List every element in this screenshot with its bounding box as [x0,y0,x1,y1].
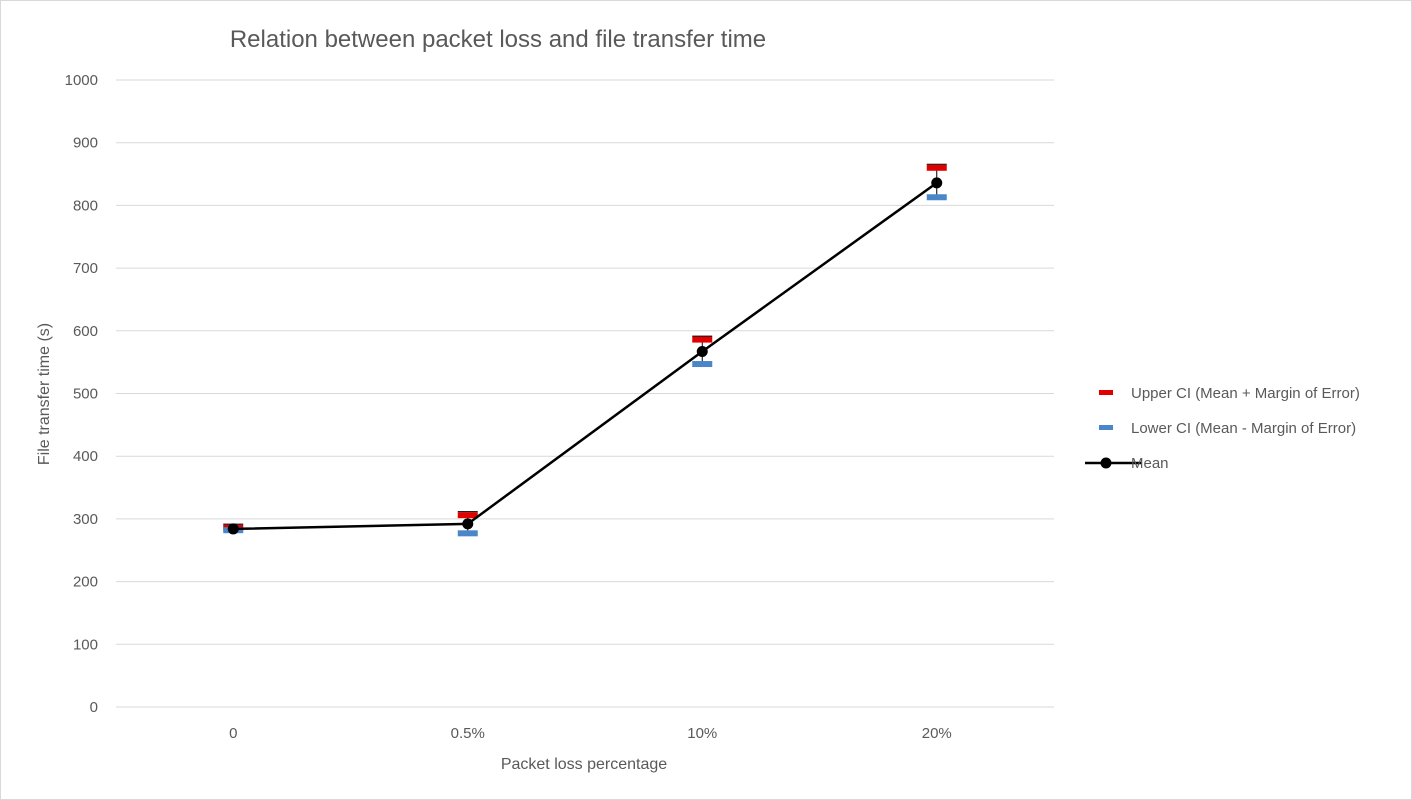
mean-point [462,518,474,530]
y-tick-label: 300 [73,511,98,528]
y-tick-label: 800 [73,197,98,214]
y-tick-label: 600 [73,323,98,340]
upper-ci-marker [926,164,947,171]
upper-ci-marker [457,512,478,519]
legend-swatch-upper [1099,390,1113,395]
y-tick-label: 500 [73,386,98,403]
legend-swatch-mean-point [1100,457,1112,469]
legend-swatch-lower [1099,425,1113,430]
y-tick-label: 100 [73,636,98,653]
lower-ci-marker [692,361,713,368]
mean-point [696,345,708,357]
y-tick-label: 0 [90,699,98,716]
y-tick-label: 700 [73,260,98,277]
y-tick-label: 400 [73,448,98,465]
gridlines [116,79,1054,708]
legend: Upper CI (Mean + Margin of Error) Lower C… [1085,385,1360,472]
legend-label: Lower CI (Mean - Margin of Error) [1131,420,1356,437]
mean-line [233,181,938,531]
x-axis-title: Packet loss percentage [501,756,667,773]
y-tick-label: 200 [73,574,98,591]
y-axis-title: File transfer time (s) [36,323,53,465]
legend-label: Mean [1131,455,1169,472]
upper-ci-marker [692,336,713,343]
lower-ci-marker [926,194,947,201]
x-tick-labels: 0 0.5% 10% 20% [229,725,952,742]
legend-label: Upper CI (Mean + Margin of Error) [1131,385,1360,402]
mean-point [931,177,943,189]
x-tick-label: 0 [229,725,237,742]
x-tick-label: 10% [687,725,717,742]
y-tick-labels: 0 100 200 300 400 500 600 700 800 900 1000 [65,72,98,716]
mean-point [227,523,239,535]
lower-ci-marker [457,530,478,537]
y-tick-label: 900 [73,135,98,152]
series-layer [223,163,947,537]
x-tick-label: 0.5% [451,725,485,742]
x-tick-label: 20% [922,725,952,742]
chart-title: Relation between packet loss and file tr… [230,26,766,53]
y-tick-label: 1000 [65,72,98,89]
